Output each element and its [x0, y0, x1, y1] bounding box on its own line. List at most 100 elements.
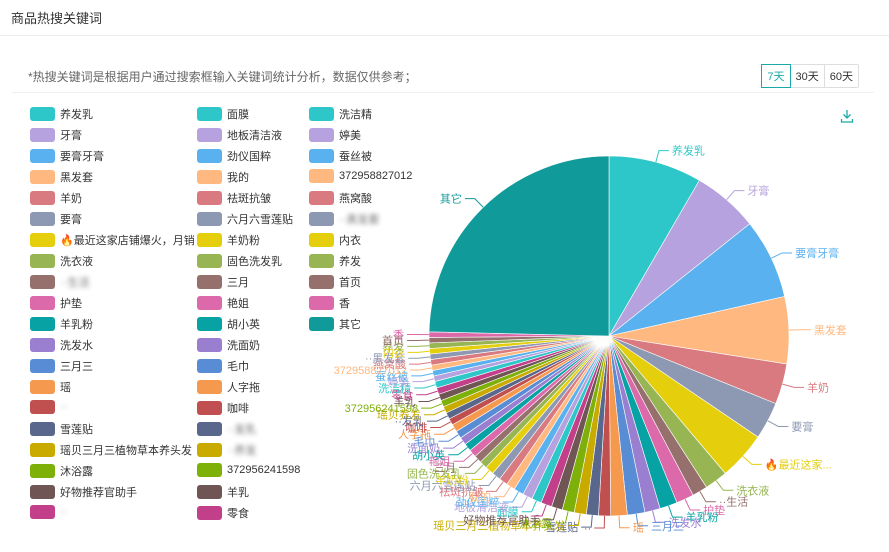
legend-item[interactable]: 零食 — [197, 505, 249, 521]
legend-item[interactable]: ··生活 — [30, 274, 89, 290]
legend-swatch — [309, 149, 334, 163]
download-icon[interactable] — [840, 109, 854, 123]
legend-swatch — [309, 169, 334, 183]
legend-item[interactable]: 其它 — [309, 316, 361, 332]
legend-swatch — [30, 170, 55, 184]
pie-slice[interactable] — [428, 155, 610, 337]
legend-label: 372958827012 — [339, 170, 413, 182]
slice-label: ··生活 — [719, 495, 748, 509]
legend-swatch — [309, 296, 334, 310]
legend-label: 护垫 — [60, 298, 82, 310]
legend-item[interactable]: 黑发套 — [30, 169, 93, 185]
legend-item[interactable]: ··黑发套 — [309, 211, 379, 227]
legend-item[interactable]: 羊乳粉 — [30, 316, 93, 332]
legend-item[interactable]: ··养发 — [197, 442, 256, 458]
legend-item[interactable]: 固色洗发乳 — [197, 253, 282, 269]
slice-label: 372958827012 — [334, 365, 407, 377]
legend-label: 洗洁精 — [339, 109, 372, 121]
legend-item[interactable]: 养发乳 — [30, 106, 93, 122]
label-line — [409, 361, 432, 365]
legend-item[interactable]: 地板清洁液 — [197, 127, 282, 143]
legend-item[interactable]: 羊乳 — [197, 484, 249, 500]
slice-label: 艳姐 — [428, 454, 450, 468]
slice-label: 护垫 — [703, 503, 725, 517]
legend-item[interactable]: 雪莲贴 — [30, 421, 93, 437]
legend-item[interactable]: 三月 — [197, 274, 249, 290]
legend-item[interactable]: 蚕丝被 — [309, 148, 372, 164]
legend-swatch — [30, 338, 55, 352]
legend-item[interactable]: 香 — [309, 295, 350, 311]
legend-item[interactable]: 燕窝酸 — [309, 190, 372, 206]
legend-item[interactable]: 艳姐 — [197, 295, 249, 311]
legend-item[interactable]: 洗发水 — [30, 337, 93, 353]
legend-item[interactable]: 胡小英 — [197, 316, 260, 332]
legend-swatch — [197, 338, 222, 352]
legend-item[interactable]: ·· — [30, 505, 67, 519]
legend-item[interactable]: ·· — [30, 400, 67, 414]
label-line — [458, 458, 479, 468]
legend-swatch — [30, 296, 55, 310]
label-line — [699, 491, 716, 503]
legend-item[interactable]: 瑶 — [30, 379, 71, 395]
legend-swatch — [30, 359, 55, 373]
legend-item[interactable]: 🔥最近这家店铺爆火，月销 — [30, 232, 195, 248]
label-line — [618, 515, 630, 529]
legend-item[interactable]: 人字拖 — [197, 379, 260, 395]
legend-item[interactable]: 洗洁精 — [309, 106, 372, 122]
legend-item[interactable]: 要膏牙膏 — [30, 148, 104, 164]
legend-item[interactable]: 洗衣液 — [30, 253, 93, 269]
tab-30d[interactable]: 30天 — [790, 65, 825, 87]
legend-item[interactable]: 羊奶 — [30, 190, 82, 206]
legend-item[interactable]: 祛斑抗皱 — [197, 190, 271, 206]
legend-item[interactable]: 六月六雪莲贴 — [197, 211, 293, 227]
legend-item[interactable]: 372956241598 — [197, 463, 300, 477]
legend-item[interactable]: 面膜 — [197, 106, 249, 122]
legend-item[interactable]: 372958827012 — [309, 169, 412, 183]
label-line — [726, 190, 745, 201]
pie-slice[interactable] — [608, 155, 700, 338]
legend-item[interactable]: 瑶贝三月三植物草本养头发 — [30, 442, 192, 458]
legend-swatch — [30, 464, 55, 478]
tab-7d[interactable]: 7天 — [761, 64, 791, 88]
legend-label: 固色洗发乳 — [227, 256, 282, 268]
legend-item[interactable]: 咖啡 — [197, 400, 249, 416]
legend-item[interactable]: 羊奶粉 — [197, 232, 260, 248]
legend-label: 零食 — [227, 508, 249, 520]
legend-item[interactable]: 毛巾 — [197, 358, 249, 374]
legend-item[interactable]: 牙膏 — [30, 127, 82, 143]
legend-swatch — [197, 317, 222, 331]
legend-item[interactable]: 洗面奶 — [197, 337, 260, 353]
legend-item[interactable]: 好物推荐官助手 — [30, 484, 137, 500]
legend-item[interactable]: 我的 — [197, 169, 249, 185]
legend-item[interactable]: 首页 — [309, 274, 361, 290]
slice-label: ··黑发套 — [365, 351, 405, 365]
legend-item[interactable]: 三月三 — [30, 358, 93, 374]
legend-item[interactable]: 劲仪国粹 — [197, 148, 271, 164]
slice-label: 372956241598 — [345, 403, 418, 415]
label-line — [407, 345, 430, 347]
legend-item[interactable]: ··发乳 — [197, 421, 256, 437]
legend-item[interactable]: 婷美 — [309, 127, 361, 143]
period-tabs: 7天 30天 60天 — [761, 64, 859, 88]
legend-swatch — [197, 422, 222, 436]
legend-label: 首页 — [339, 277, 361, 289]
legend-item[interactable]: 沐浴露 — [30, 463, 93, 479]
slice-label: 燕窝酸 — [373, 357, 406, 371]
legend-swatch — [197, 254, 222, 268]
chart-panel — [12, 92, 874, 552]
legend-item[interactable]: 养发 — [309, 253, 361, 269]
slice-label: 蚕丝被 — [375, 370, 408, 383]
legend-item[interactable]: 内衣 — [309, 232, 361, 248]
label-line — [511, 496, 528, 508]
legend-item[interactable]: 护垫 — [30, 295, 82, 311]
legend-item[interactable]: 要膏 — [30, 211, 82, 227]
label-line — [434, 427, 455, 435]
legend-label: 好物推荐官助手 — [60, 487, 137, 499]
slice-label: 内衣 — [383, 345, 405, 359]
tab-60d[interactable]: 60天 — [824, 65, 858, 87]
label-line — [684, 498, 701, 511]
slice-label: 瑶贝养发 — [377, 408, 421, 422]
legend-swatch — [309, 233, 334, 247]
slice-label: 要膏 — [791, 419, 813, 433]
label-line — [453, 452, 473, 462]
